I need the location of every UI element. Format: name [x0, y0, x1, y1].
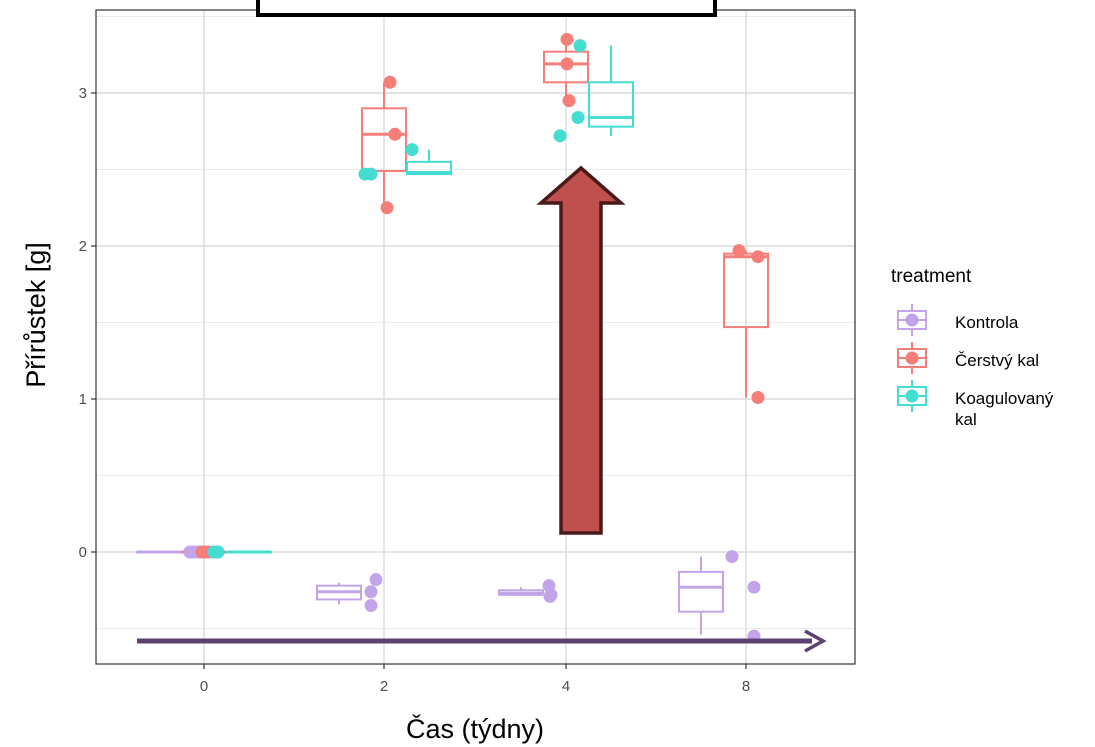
legend-key-point — [905, 351, 919, 365]
data-point — [364, 167, 378, 181]
legend-label: Koagulovaný kal — [955, 389, 1054, 429]
series-group — [226, 45, 634, 554]
box — [678, 570, 724, 613]
data-point — [573, 39, 587, 53]
legend-title: treatment — [891, 266, 972, 287]
legend-key-point — [905, 313, 919, 327]
box — [723, 252, 769, 329]
legend-key — [897, 342, 927, 374]
legend-label-line: Kontrola — [955, 313, 1019, 332]
x-axis-title: Čas (týdny) — [406, 713, 544, 744]
x-tick-label: 8 — [742, 678, 750, 695]
box — [588, 81, 634, 128]
data-point — [405, 143, 419, 157]
data-point — [211, 545, 225, 559]
data-point — [747, 580, 761, 594]
data-point — [560, 32, 574, 46]
x-tick-label: 2 — [380, 678, 388, 695]
legend-label-line: kal — [955, 410, 977, 429]
data-point — [383, 75, 397, 89]
data-point — [571, 110, 585, 124]
y-axis-title: Přírůstek [g] — [21, 242, 51, 388]
legend-key — [897, 380, 927, 412]
data-point — [553, 129, 567, 143]
annotations — [137, 0, 827, 653]
data-point — [732, 244, 746, 258]
legend-label: Kontrola — [955, 313, 1019, 332]
y-tick-label: 1 — [79, 391, 87, 408]
y-tick-label: 0 — [79, 544, 87, 561]
data-point — [380, 201, 394, 215]
box — [543, 50, 589, 84]
data-point — [562, 94, 576, 108]
data-point — [751, 390, 765, 404]
data-point — [725, 550, 739, 564]
x-tick-label: 4 — [562, 678, 570, 695]
y-tick-label: 2 — [79, 238, 87, 255]
time-arrow-head — [804, 629, 827, 653]
y-tick-label: 3 — [79, 85, 87, 102]
box — [406, 160, 452, 176]
data-point — [364, 585, 378, 599]
overlay-box — [256, 0, 717, 17]
box — [361, 107, 407, 173]
legend-label-line: Koagulovaný — [955, 389, 1054, 408]
up-arrow-annotation — [536, 165, 626, 535]
legend-key — [897, 304, 927, 336]
x-tick-label: 0 — [200, 678, 208, 695]
series-layer — [136, 32, 769, 643]
legend: treatment Kontrola Čerstvý kal Koagulovaný… — [891, 266, 1054, 429]
data-point — [388, 127, 402, 141]
series-points — [207, 39, 587, 559]
data-point — [369, 573, 383, 587]
data-point — [364, 599, 378, 613]
data-point — [560, 57, 574, 71]
data-point — [543, 589, 557, 603]
axes: 0 1 2 3 0 2 4 8 — [79, 85, 751, 695]
legend-key-point — [905, 389, 919, 403]
legend-label-line: Čerstvý kal — [955, 351, 1039, 370]
data-point — [751, 250, 765, 264]
legend-label: Čerstvý kal — [955, 351, 1039, 370]
